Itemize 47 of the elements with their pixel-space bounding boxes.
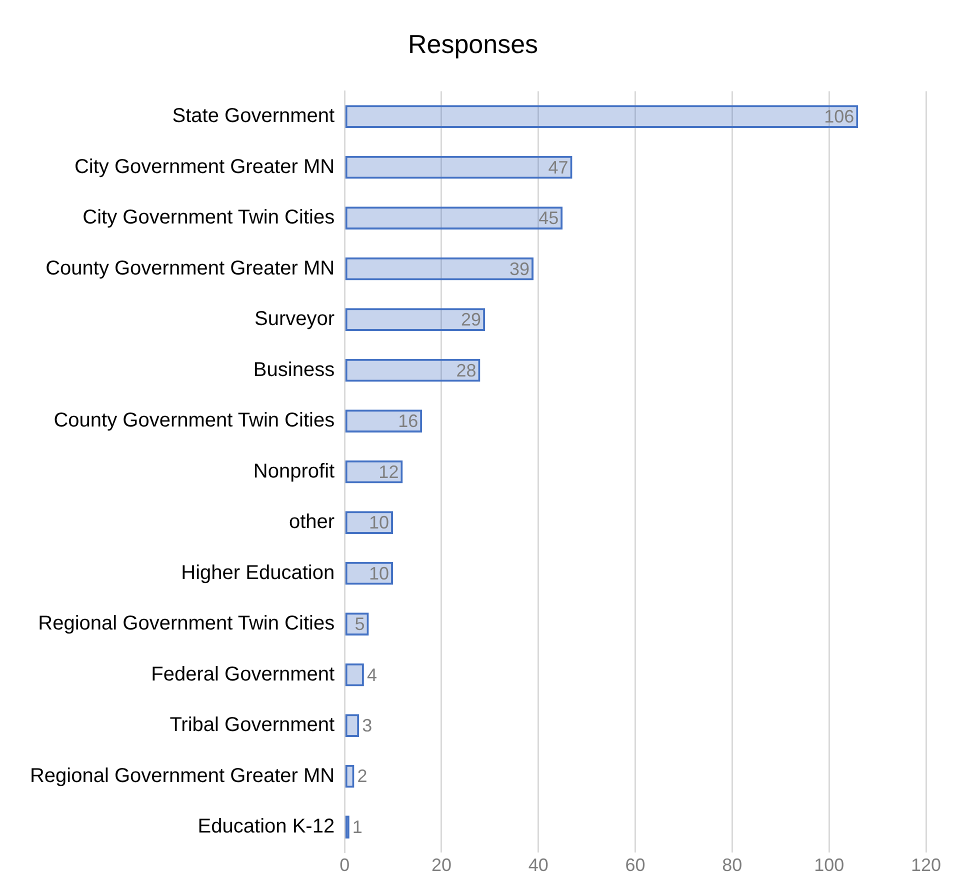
bar <box>345 156 572 179</box>
bar <box>345 714 360 737</box>
data-label: 1 <box>352 816 362 837</box>
data-label: 16 <box>398 411 418 432</box>
y-tick-label: Education K-12 <box>198 816 335 838</box>
y-tick-label: Nonprofit <box>253 460 336 482</box>
y-tick-label: other <box>288 511 335 534</box>
bar <box>345 257 534 280</box>
data-label: 45 <box>538 208 559 228</box>
y-tick-label: Higher Education <box>181 562 335 584</box>
x-tick-label: 60 <box>625 855 646 876</box>
data-label: 47 <box>548 157 568 178</box>
y-tick-label: City Government Greater MN <box>74 156 335 178</box>
bar <box>345 308 486 331</box>
y-tick-label: Regional Government Greater MN <box>30 764 335 787</box>
bar <box>345 105 858 128</box>
y-tick-label: Regional Government Twin Cities <box>38 612 335 635</box>
x-tick-label: 120 <box>910 855 942 876</box>
x-tick-label: 100 <box>814 855 844 876</box>
data-label: 39 <box>510 258 530 279</box>
bar <box>345 764 354 788</box>
x-tick-label: 0 <box>340 855 350 876</box>
y-tick-label: Business <box>253 358 335 381</box>
data-label: 106 <box>824 106 854 127</box>
data-label: 29 <box>461 310 482 330</box>
x-tick-label: 20 <box>431 855 452 876</box>
bar <box>345 206 563 230</box>
data-label: 10 <box>368 563 390 584</box>
data-label: 2 <box>357 766 368 786</box>
data-label: 28 <box>456 360 476 380</box>
y-tick-label: County Government Twin Cities <box>54 410 335 432</box>
bar <box>345 358 480 382</box>
y-tick-label: City Government Twin Cities <box>82 206 335 229</box>
chart-title: Responses <box>408 28 538 59</box>
y-tick-label: County Government Greater MN <box>46 257 335 280</box>
y-tick-label: Tribal Government <box>170 714 336 736</box>
bar <box>345 663 364 686</box>
x-tick-label: 40 <box>528 855 548 876</box>
data-label: 10 <box>368 512 390 533</box>
data-label: 5 <box>354 614 365 634</box>
y-tick-label: State Government <box>172 105 336 128</box>
data-label: 3 <box>362 716 372 736</box>
data-label: 4 <box>366 664 377 685</box>
data-label: 12 <box>378 462 399 482</box>
x-tick-label: 80 <box>722 855 742 876</box>
y-tick-label: Surveyor <box>254 308 335 330</box>
y-tick-label: Federal Government <box>151 663 336 686</box>
